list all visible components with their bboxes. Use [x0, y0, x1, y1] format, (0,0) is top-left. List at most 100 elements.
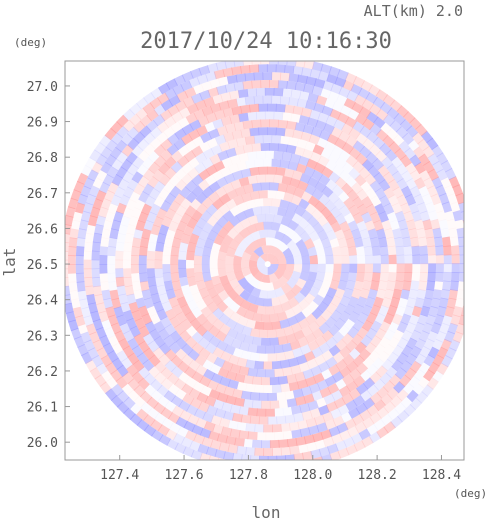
- radar-cell: [299, 285, 311, 298]
- radar-cell: [378, 211, 389, 223]
- radar-cell: [138, 305, 149, 317]
- radar-cell: [427, 272, 436, 282]
- radar-cell: [171, 111, 184, 124]
- radar-cell: [392, 329, 405, 341]
- radar-cell: [190, 92, 203, 104]
- radar-cell: [76, 272, 85, 283]
- radar-cell: [353, 237, 364, 248]
- radar-cell: [400, 313, 412, 325]
- radar-cell: [216, 125, 228, 137]
- radar-cell: [291, 303, 304, 316]
- radar-cell: [456, 289, 464, 300]
- radar-cell: [408, 288, 419, 300]
- radar-cell: [229, 154, 241, 165]
- radar-cell: [252, 336, 262, 346]
- radar-cell: [95, 154, 108, 167]
- radar-cell: [202, 246, 212, 257]
- radar-cell: [440, 289, 450, 300]
- radar-cell: [109, 289, 120, 301]
- radar-cell: [378, 237, 388, 248]
- radar-cell: [181, 437, 193, 449]
- radar-cell: [139, 272, 148, 283]
- radar-cell: [256, 305, 266, 315]
- radar-cell: [179, 409, 192, 422]
- radar-cell: [447, 322, 458, 335]
- radar-cell: [411, 305, 423, 318]
- radar-cell: [370, 236, 380, 248]
- radar-cell: [328, 344, 341, 357]
- radar-cell: [329, 108, 342, 120]
- radar-cell: [183, 292, 195, 304]
- radar-cell: [307, 117, 319, 128]
- radar-cell: [250, 455, 260, 460]
- y-unit-label: (deg): [14, 36, 47, 49]
- radar-cell: [111, 383, 124, 397]
- radar-cell: [258, 416, 269, 425]
- radar-cell: [354, 94, 367, 107]
- radar-cell: [396, 254, 405, 265]
- radar-cell: [421, 384, 434, 397]
- radar-cell: [281, 342, 293, 353]
- radar-cell: [126, 224, 137, 235]
- radar-cell: [337, 447, 350, 459]
- radar-cell: [360, 389, 373, 402]
- radar-cell: [432, 160, 444, 174]
- radar-cell: [245, 199, 256, 210]
- radar-cell: [221, 157, 233, 168]
- radar-cell: [250, 328, 260, 338]
- radar-cell: [149, 313, 161, 326]
- radar-cell: [242, 144, 254, 154]
- radar-cell: [262, 72, 273, 80]
- radar-cell: [271, 320, 282, 330]
- radar-cell: [101, 318, 112, 331]
- radar-cell: [218, 442, 230, 452]
- radar-cell: [85, 193, 97, 206]
- radar-cell: [271, 158, 282, 168]
- radar-cell: [166, 438, 179, 450]
- radar-cell: [113, 211, 124, 223]
- radar-cell: [196, 279, 207, 291]
- radar-cell: [321, 166, 334, 179]
- radar-cell: [396, 105, 409, 118]
- radar-cell: [369, 392, 383, 405]
- radar-cell: [156, 232, 167, 244]
- radar-cell: [333, 198, 346, 211]
- radar-cell: [309, 254, 318, 265]
- radar-cell: [171, 405, 185, 417]
- radar-cell: [132, 237, 142, 248]
- radar-cell: [341, 332, 354, 345]
- radar-cell: [260, 253, 268, 262]
- radar-cell: [249, 277, 261, 289]
- radar-cell: [308, 134, 321, 145]
- radar-cell: [403, 272, 413, 282]
- radar-cell: [451, 254, 460, 265]
- radar-cell: [232, 170, 244, 181]
- radar-cell: [401, 329, 413, 342]
- radar-cell: [215, 186, 227, 198]
- radar-cell: [127, 163, 139, 176]
- radar-cell: [116, 364, 129, 378]
- radar-cell: [396, 321, 408, 334]
- radar-cell: [204, 395, 217, 407]
- radar-cell: [275, 127, 286, 137]
- radar-cell: [279, 318, 291, 329]
- radar-cell: [365, 187, 378, 200]
- radar-cell: [435, 272, 444, 282]
- radar-cell: [418, 330, 430, 343]
- radar-cell: [274, 230, 285, 241]
- radar-cell: [216, 433, 228, 444]
- radar-cell: [265, 174, 275, 183]
- radar-cell: [168, 174, 181, 187]
- radar-cell: [188, 77, 201, 88]
- radar-cell: [240, 104, 251, 114]
- radar-cell: [381, 358, 394, 371]
- radar-cell: [179, 330, 192, 342]
- radar-cell: [435, 330, 447, 343]
- radar-cell: [110, 194, 122, 207]
- radar-cell: [427, 254, 437, 265]
- radar-cell: [265, 237, 275, 246]
- radar-cell: [99, 272, 109, 283]
- radar-cell: [171, 237, 182, 248]
- radar-cell: [208, 455, 220, 460]
- radar-cell: [405, 178, 418, 191]
